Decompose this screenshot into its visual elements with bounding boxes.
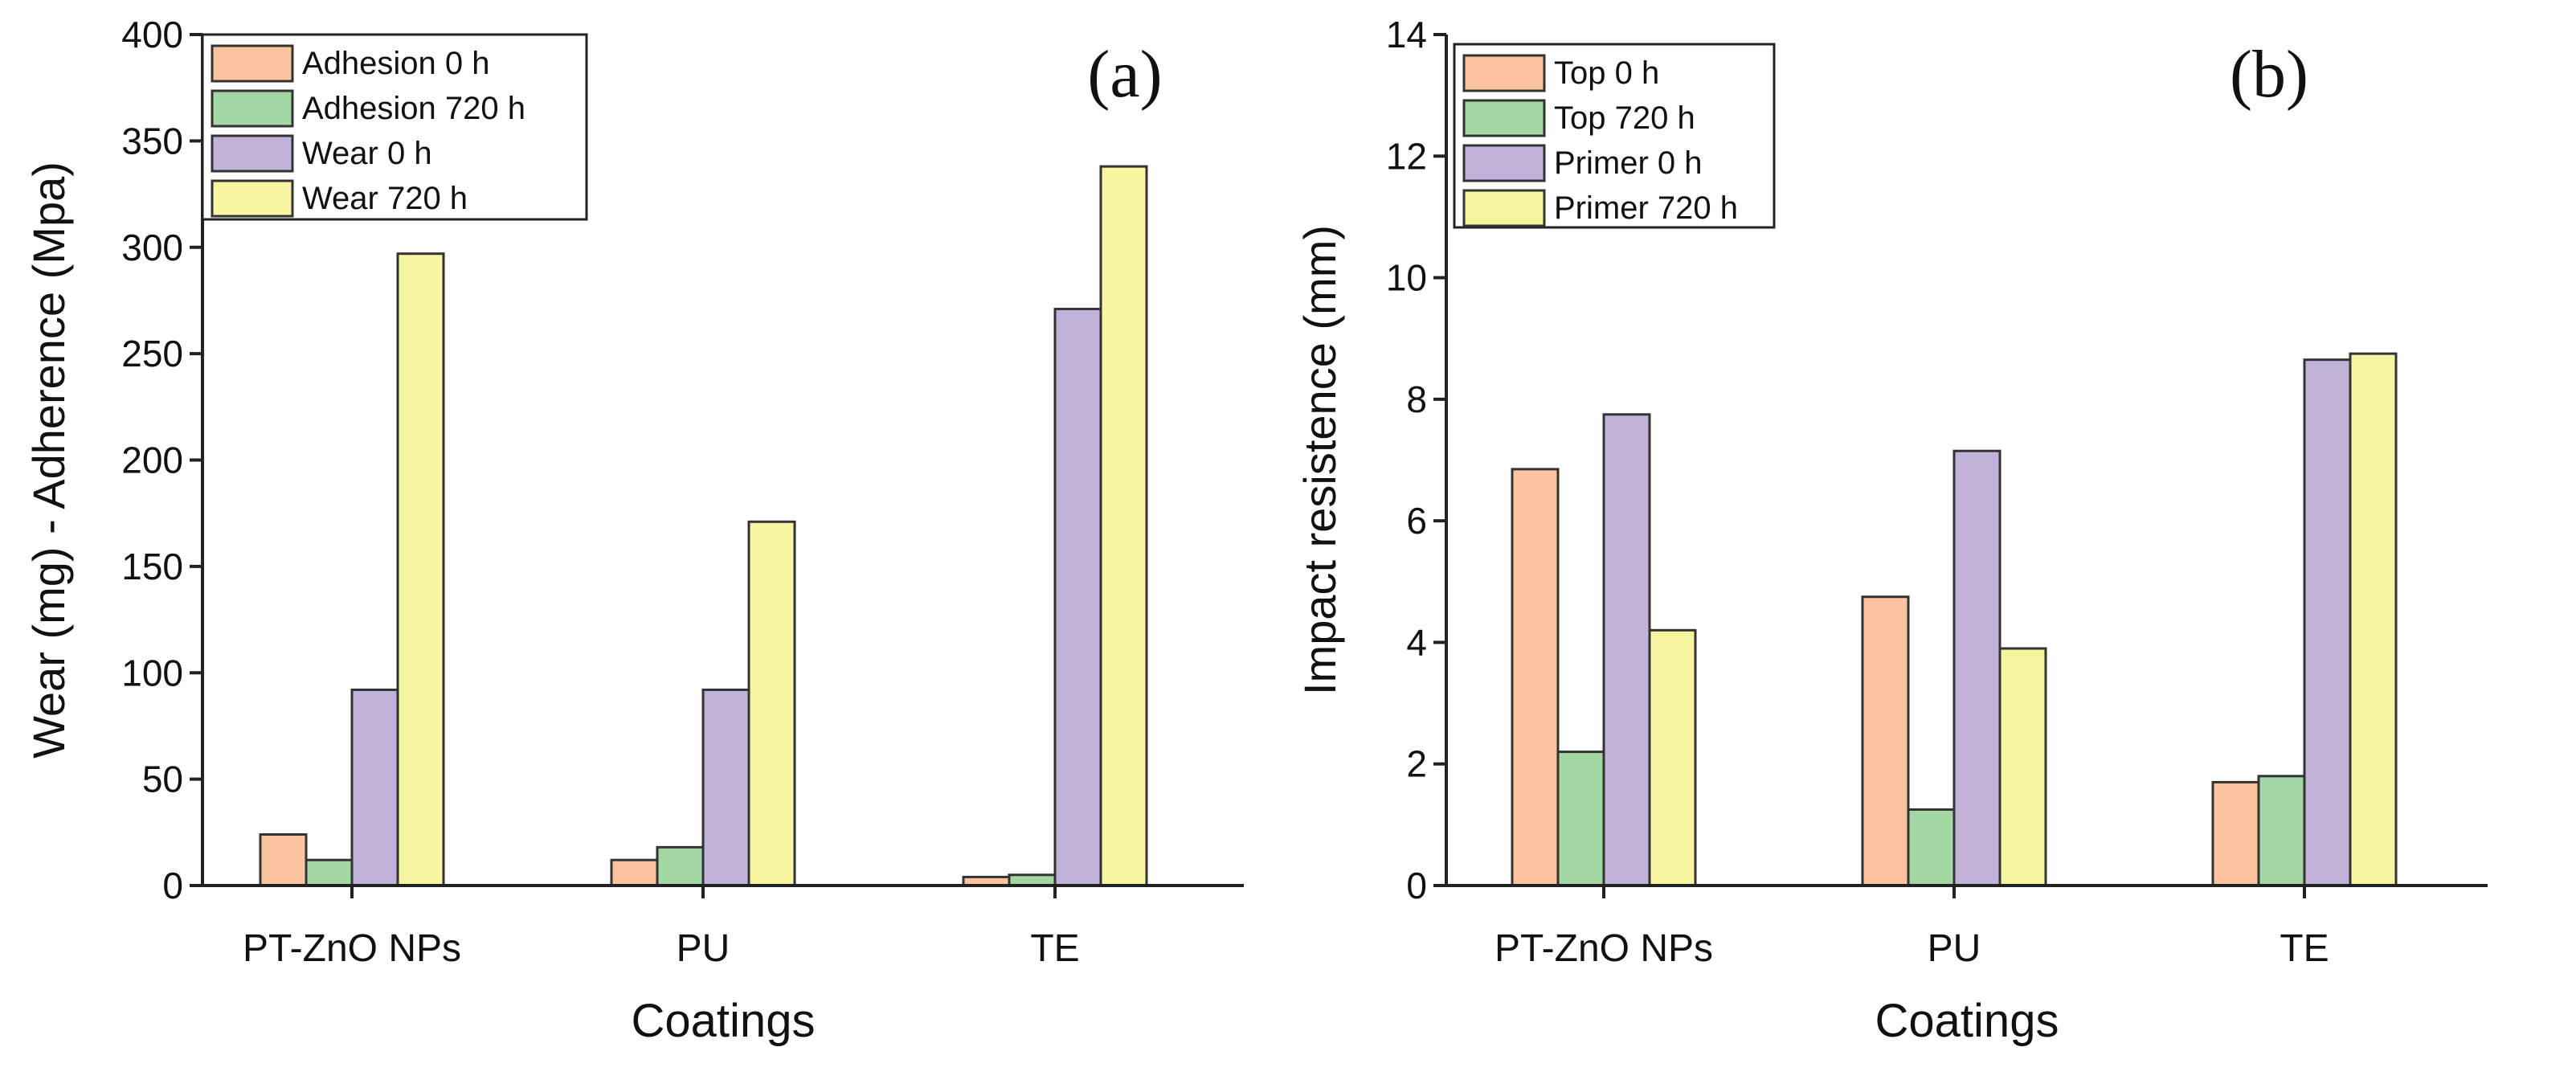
panel-a-y-tick-label: 0 — [162, 865, 183, 906]
panel-b-label: (b) — [2230, 37, 2308, 112]
panel-b-bar-wear_720h-0 — [1648, 628, 1697, 887]
panel-a-y-tick-label: 400 — [121, 14, 183, 55]
panel-a-y-tick-label: 350 — [121, 120, 183, 162]
panel-a-x-tick-label: PU — [677, 927, 730, 970]
panel-a-bar-wear_0h-1 — [701, 688, 750, 887]
panel-b-bar-adhesion_720h-2 — [2257, 775, 2306, 887]
panel-a-legend-swatch-wear_720h — [211, 179, 294, 218]
panel-b-x-tick-label: PU — [1928, 927, 1981, 970]
panel-b-y-tick-label: 14 — [1386, 14, 1427, 55]
panel-a-y-tick-label: 100 — [121, 652, 183, 693]
panel-b-bar-wear_0h-2 — [2303, 358, 2352, 887]
panel-a-y-tick-label: 150 — [121, 546, 183, 587]
panel-a-bar-wear_720h-0 — [396, 252, 445, 887]
panel-b-x-tick-label: PT-ZnO NPs — [1494, 927, 1713, 970]
panel-a-legend-label: Wear 720 h — [302, 181, 468, 216]
panel-a-bar-wear_720h-1 — [747, 520, 796, 887]
panel-b-y-tick-label: 10 — [1386, 257, 1427, 299]
panel-b-y-tick-label: 4 — [1406, 621, 1427, 663]
panel-b-legend-label: Top 0 h — [1554, 55, 1659, 91]
panel-b-legend-swatch-wear_720h — [1462, 189, 1546, 227]
panel-b-y-tick-label: 6 — [1406, 500, 1427, 542]
panel-a-bar-adhesion_0h-1 — [610, 858, 659, 887]
panel-b-bar-wear_0h-1 — [1952, 449, 2002, 887]
panel-b-legend-label: Primer 720 h — [1554, 190, 1738, 226]
panel-a-bar-wear_0h-0 — [350, 688, 399, 887]
panel-a-bar-adhesion_720h-0 — [305, 858, 354, 887]
panel-b-bar-adhesion_720h-1 — [1907, 808, 1956, 887]
panel-a-legend-swatch-adhesion_0h — [211, 44, 294, 83]
panel-b-bar-wear_720h-1 — [1998, 647, 2047, 887]
panel-a-bar-wear_720h-2 — [1099, 165, 1148, 887]
panel-b-legend-label: Primer 0 h — [1554, 145, 1703, 181]
panel-a-legend-label: Wear 0 h — [302, 136, 432, 171]
panel-b-legend-swatch-adhesion_0h — [1462, 54, 1546, 92]
panel-b-bar-adhesion_0h-0 — [1511, 468, 1560, 887]
panel-b-x-axis-title: Coatings — [1875, 995, 2059, 1047]
panel-a-y-tick-label: 200 — [121, 440, 183, 481]
panel-a-x-axis-title: Coatings — [632, 995, 816, 1047]
panel-b-y-tick-label: 2 — [1406, 743, 1427, 785]
chart-panel-b: 0 2 4 6 8 10 12 14 PT-ZnO NPs PU TE Coatings Impact … — [1294, 14, 2488, 1047]
panel-a-legend-swatch-adhesion_720h — [211, 89, 294, 128]
panel-a-y-axis-title: Wear (mg) - Adherence (Mpa) — [23, 162, 74, 759]
panel-b-y-tick-label: 12 — [1386, 135, 1427, 177]
panel-a-legend-label: Adhesion 720 h — [302, 91, 525, 126]
panel-b-legend-label: Top 720 h — [1554, 100, 1695, 136]
panel-a-x-tick-label: PT-ZnO NPs — [243, 927, 461, 970]
panel-a-y-tick-label: 300 — [121, 227, 183, 268]
panel-b-bar-wear_720h-2 — [2349, 352, 2398, 887]
panel-a-x-tick-label: TE — [1030, 927, 1079, 970]
panel-a-bar-adhesion_0h-0 — [259, 832, 308, 887]
panel-b-y-tick-label: 8 — [1406, 378, 1427, 420]
panel-b-legend-swatch-adhesion_720h — [1462, 99, 1546, 137]
panel-b-bar-adhesion_0h-1 — [1861, 595, 1910, 887]
panel-a-label: (a) — [1087, 37, 1162, 112]
panel-b-legend-swatch-wear_0h — [1462, 144, 1546, 182]
panel-b-bar-adhesion_0h-2 — [2211, 780, 2260, 887]
panel-a-legend-label: Adhesion 0 h — [302, 46, 490, 81]
panel-a-legend-swatch-wear_0h — [211, 134, 294, 173]
panel-b-bar-adhesion_720h-0 — [1556, 751, 1605, 887]
panel-b-x-tick-label: TE — [2280, 927, 2329, 970]
panel-a-bar-adhesion_720h-1 — [656, 845, 705, 887]
panel-b-y-axis-title: Impact resistence (mm) — [1294, 225, 1345, 695]
panel-b-y-tick-label: 0 — [1406, 865, 1427, 906]
panel-b-bar-wear_0h-0 — [1602, 413, 1651, 887]
panel-a-y-tick-label: 50 — [142, 759, 183, 800]
panel-a-y-tick-label: 250 — [121, 333, 183, 374]
chart-panel-a: 0 50 100 150 200 250 300 350 400 PT-ZnO NPs PU TE Co… — [23, 14, 1244, 1047]
panel-a-bar-wear_0h-2 — [1053, 308, 1102, 887]
